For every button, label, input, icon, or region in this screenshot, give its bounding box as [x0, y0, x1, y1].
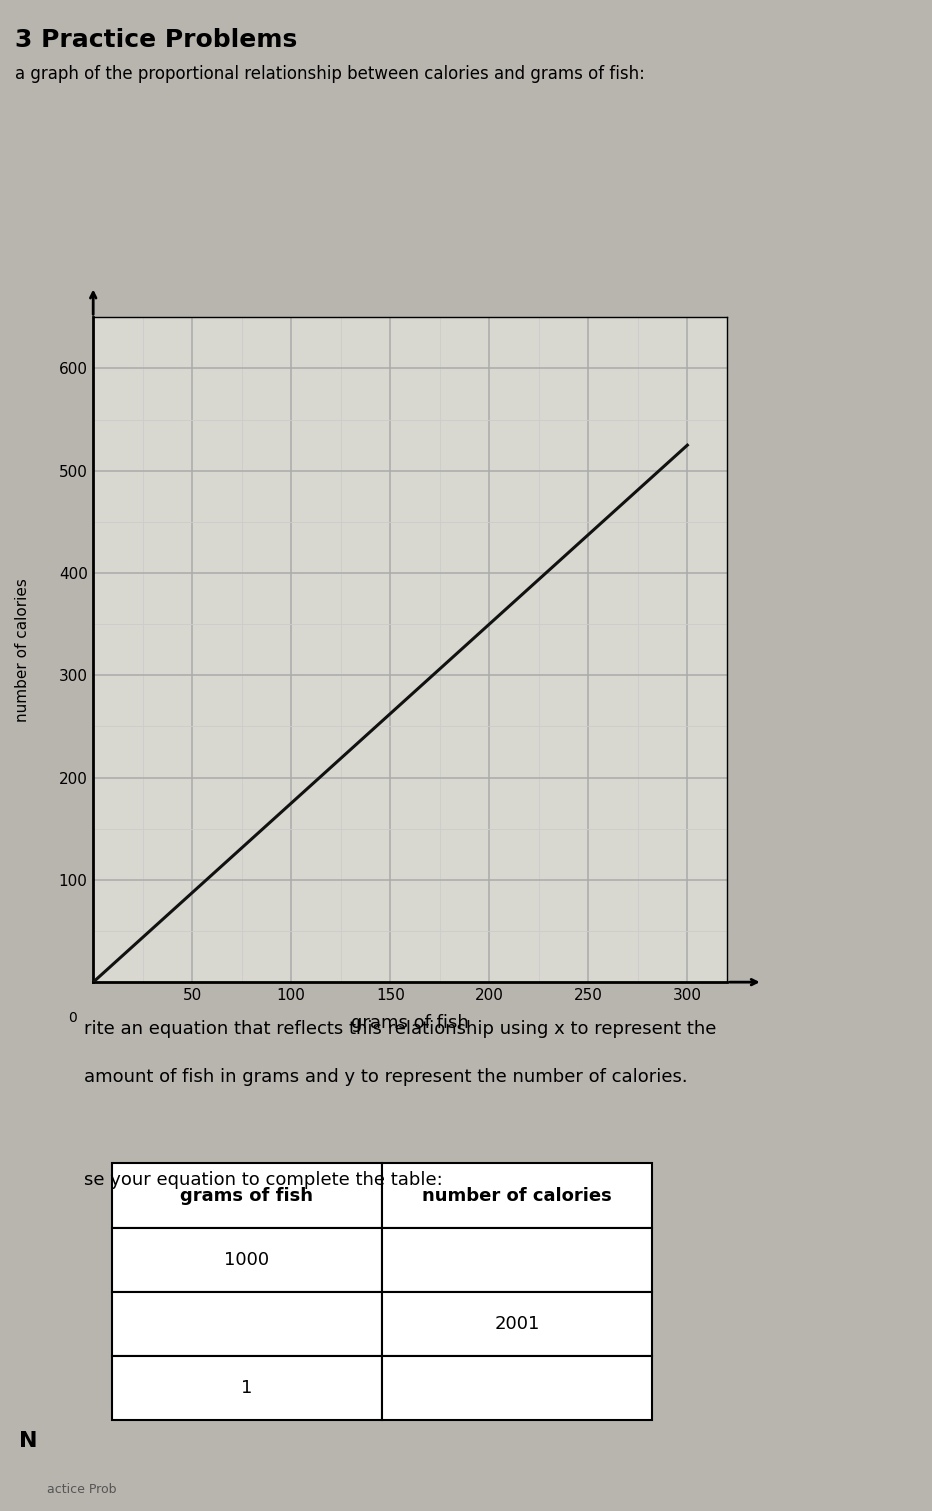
- Text: amount of fish in grams and y to represent the number of calories.: amount of fish in grams and y to represe…: [84, 1068, 688, 1086]
- Text: a graph of the proportional relationship between calories and grams of fish:: a graph of the proportional relationship…: [15, 65, 645, 83]
- Text: 0: 0: [69, 1011, 77, 1024]
- Text: actice Prob: actice Prob: [47, 1482, 116, 1496]
- Text: se your equation to complete the table:: se your equation to complete the table:: [84, 1171, 443, 1189]
- Y-axis label: number of calories: number of calories: [15, 577, 30, 722]
- X-axis label: grams of fish: grams of fish: [351, 1014, 469, 1032]
- Text: N: N: [19, 1431, 37, 1451]
- Text: 3 Practice Problems: 3 Practice Problems: [15, 29, 297, 51]
- Text: rite an equation that reflects this relationship using x to represent the: rite an equation that reflects this rela…: [84, 1020, 717, 1038]
